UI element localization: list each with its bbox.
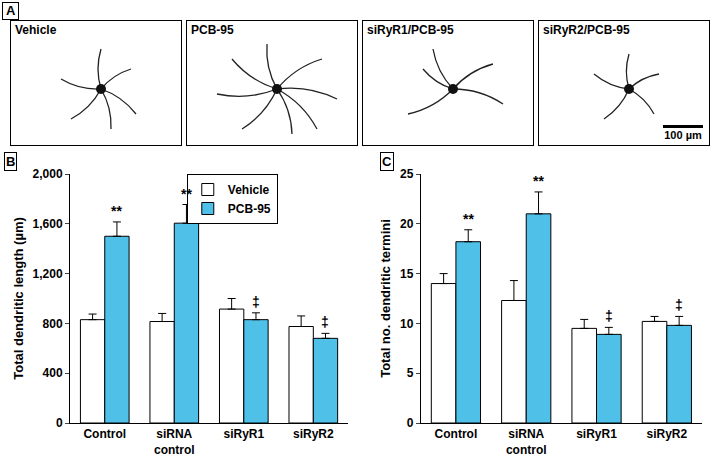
svg-text:10: 10 <box>400 317 414 331</box>
svg-text:Total no. dendritic termini: Total no. dendritic termini <box>378 219 393 378</box>
svg-text:800: 800 <box>43 317 63 331</box>
svg-text:C: C <box>382 154 392 169</box>
svg-text:Control: Control <box>435 427 478 441</box>
svg-text:1,200: 1,200 <box>33 267 63 281</box>
svg-text:2,000: 2,000 <box>33 167 63 181</box>
svg-text:5: 5 <box>407 366 414 380</box>
svg-text:**: ** <box>181 186 192 202</box>
svg-text:0: 0 <box>407 416 414 430</box>
svg-text:Total dendritic length (µm): Total dendritic length (µm) <box>11 217 26 380</box>
svg-text:**: ** <box>111 203 122 219</box>
svg-text:siRyR2: siRyR2 <box>293 427 334 441</box>
svg-text:‡: ‡ <box>321 314 329 330</box>
html-text:A: A <box>6 3 16 18</box>
svg-text:20: 20 <box>400 217 414 231</box>
svg-text:1,600: 1,600 <box>33 217 63 231</box>
svg-text:siRNAcontrol: siRNAcontrol <box>506 427 547 457</box>
html-text:Vehicle: Vehicle <box>15 23 57 37</box>
svg-text:**: ** <box>533 173 544 189</box>
html-text:100 µm: 100 µm <box>664 129 702 141</box>
svg-text:siRyR2: siRyR2 <box>646 427 687 441</box>
svg-text:15: 15 <box>400 267 414 281</box>
svg-text:25: 25 <box>400 167 414 181</box>
svg-text:B: B <box>6 154 15 169</box>
svg-text:400: 400 <box>43 366 63 380</box>
svg-text:‡: ‡ <box>252 294 260 310</box>
svg-text:0: 0 <box>56 416 63 430</box>
svg-text:‡: ‡ <box>605 308 613 324</box>
svg-text:siRyR1: siRyR1 <box>223 427 264 441</box>
svg-text:Control: Control <box>83 427 126 441</box>
svg-text:Vehicle: Vehicle <box>228 183 270 197</box>
svg-text:siRyR1: siRyR1 <box>576 427 617 441</box>
svg-text:‡: ‡ <box>675 297 683 313</box>
html-text:siRyR2/PCB-95: siRyR2/PCB-95 <box>543 23 630 37</box>
svg-text:siRNAcontrol: siRNAcontrol <box>154 427 195 457</box>
html-text:siRyR1/PCB-95: siRyR1/PCB-95 <box>367 23 454 37</box>
svg-text:**: ** <box>463 211 474 227</box>
html-text:PCB-95: PCB-95 <box>191 23 234 37</box>
svg-text:PCB-95: PCB-95 <box>228 202 271 216</box>
